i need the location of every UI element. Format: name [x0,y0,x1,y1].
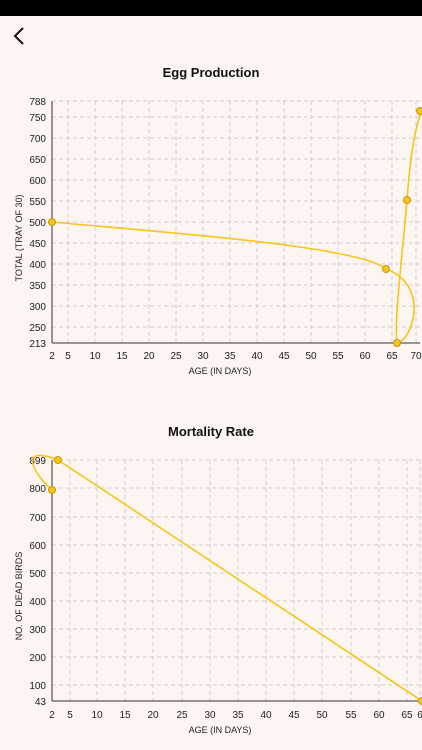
data-point [54,456,62,464]
x-axis-label: AGE (IN DAYS) [189,725,252,735]
data-point [418,697,422,705]
x-tick-label: 2 [49,351,55,362]
x-tick-label: 50 [305,351,317,362]
y-tick-label: 750 [29,113,46,124]
y-tick-label: 700 [29,513,46,524]
mortality-rate-title: Mortality Rate [168,424,254,439]
y-tick-label: 213 [29,339,46,350]
x-tick-label: 70 [410,351,422,362]
x-tick-label: 60 [373,710,385,721]
y-tick-label: 300 [29,302,46,313]
x-tick-label: 30 [197,351,209,362]
y-tick-label: 450 [29,239,46,250]
y-tick-label: 400 [29,597,46,608]
y-tick-label: 550 [29,197,46,208]
x-tick-label: 15 [119,710,131,721]
x-tick-label: 55 [332,351,344,362]
data-point [382,265,390,273]
y-tick-label: 650 [29,155,46,166]
series-line [31,454,422,702]
x-tick-label: 25 [176,710,188,721]
y-tick-label: 400 [29,260,46,271]
x-tick-label: 65 [386,351,398,362]
egg-production-chart: 2 5 10 15 20 25 30 35 40 45 50 55 60 65 70 213 250 300 350… [14,97,422,376]
back-button[interactable] [8,24,32,48]
x-tick-label: 60 [359,351,371,362]
x-tick-label: 40 [251,351,263,362]
y-tick-label: 200 [29,653,46,664]
y-tick-label: 43 [35,697,47,708]
status-bar [0,0,422,16]
y-tick-label: 600 [29,176,46,187]
x-tick-label: 5 [65,351,71,362]
y-axis-label: NO. OF DEAD BIRDS [14,552,24,641]
y-tick-label: 500 [29,569,46,580]
data-point [48,486,56,494]
x-tick-label: 5 [67,710,73,721]
x-tick-label: 45 [278,351,290,362]
x-tick-label: 50 [316,710,328,721]
y-tick-label: 788 [29,97,46,108]
x-tick-label: 35 [224,351,236,362]
x-tick-label: 45 [288,710,300,721]
y-tick-label: 300 [29,625,46,636]
x-tick-label: 20 [143,351,155,362]
x-tick-label: 6 [417,710,422,721]
x-tick-label: 15 [116,351,128,362]
y-tick-label: 250 [29,323,46,334]
x-axis-label: AGE (IN DAYS) [189,366,252,376]
x-tick-label: 2 [49,710,55,721]
y-axis-label: TOTAL (TRAY OF 30) [14,194,24,281]
series-line [51,109,422,344]
x-tick-label: 25 [170,351,182,362]
data-point [416,107,422,115]
x-tick-label: 30 [204,710,216,721]
y-tick-label: 500 [29,218,46,229]
y-tick-label: 899 [29,456,46,467]
x-tick-label: 35 [232,710,244,721]
y-tick-label: 700 [29,134,46,145]
x-tick-label: 65 [401,710,413,721]
y-tick-label: 350 [29,281,46,292]
data-point [48,218,56,226]
arrow-left-icon [13,27,24,45]
egg-production-title: Egg Production [162,65,260,80]
y-tick-label: 600 [29,541,46,552]
x-tick-label: 10 [89,351,101,362]
data-point [393,339,401,347]
y-tick-label: 800 [29,484,46,495]
data-point [403,196,411,204]
y-tick-label: 100 [29,681,46,692]
x-tick-label: 20 [147,710,159,721]
x-tick-label: 55 [345,710,357,721]
x-tick-label: 40 [260,710,272,721]
x-tick-label: 10 [91,710,103,721]
